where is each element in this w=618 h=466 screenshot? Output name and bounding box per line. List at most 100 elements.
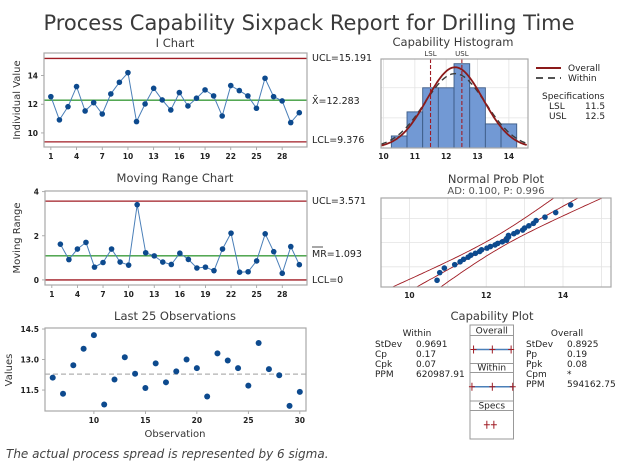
last25-xtick-label: 30 (295, 416, 305, 425)
mr-chart-xtick-label: 28 (277, 290, 287, 299)
spec-lsl-label: LSL (549, 102, 565, 112)
mr-chart-xtick-label: 10 (123, 290, 133, 299)
normprob-lower-band (439, 198, 604, 287)
i-chart: I Chart Individual Value 1 4 7 10 13 16 19 22 25… (12, 36, 372, 161)
mr-chart-point (262, 231, 268, 237)
histogram-title: Capability Histogram (393, 35, 514, 49)
last25-xlabel: Observation (145, 429, 206, 440)
normprob-point (542, 214, 548, 220)
mr-chart-point (211, 267, 217, 274)
last25-point (101, 401, 108, 408)
mr-chart-point (168, 261, 175, 268)
last25-point (286, 402, 293, 409)
mr-chart-point (194, 265, 200, 271)
i-chart-point (167, 107, 174, 113)
i-chart-point (236, 87, 243, 94)
last25-point (276, 372, 283, 379)
normprob-frame (380, 197, 612, 288)
histogram-bar (469, 87, 486, 149)
i-chart-point (219, 113, 225, 119)
i-chart-xtick-label: 1 (48, 152, 53, 161)
i-chart-point (270, 93, 277, 100)
i-chart-point (48, 93, 54, 100)
last25-ytick-label: 13.0 (20, 356, 39, 365)
normprob-title: Normal Prob Plot (448, 172, 545, 186)
histogram-legend: Overall Within Specifications LSL 11.5 U… (536, 64, 605, 122)
i-chart-point (150, 85, 157, 92)
i-chart-ylabel: Individual Value (12, 60, 23, 139)
i-chart-point (56, 117, 63, 123)
lsl-label: LSL (424, 50, 436, 58)
overall-curve (380, 66, 527, 147)
mr-chart-xtick-label: 1 (49, 290, 54, 299)
i-chart-series-line (50, 71, 300, 124)
overall-stat-label: Pp (526, 350, 537, 360)
mr-chart-point (287, 243, 294, 250)
last25-point (224, 357, 231, 364)
mr-chart-point (219, 246, 226, 252)
normprob-point (526, 223, 532, 229)
mr-chart-ucl-label: UCL=3.571 (312, 196, 366, 207)
normprob-xtick-label: 10 (404, 291, 414, 300)
mr-chart-point (228, 230, 234, 236)
mr-chart-point (125, 262, 132, 268)
mr-chart-point (134, 201, 140, 208)
within-stats-heading: Within (403, 329, 432, 339)
mr-chart-ytick-label: 2 (34, 232, 39, 241)
mr-chart-point (91, 264, 98, 270)
mr-chart-point (83, 239, 89, 246)
last25-point (255, 340, 262, 347)
mr-chart-point (245, 268, 251, 275)
i-chart-point (227, 82, 234, 89)
usl-label: USL (455, 50, 469, 58)
i-chart-point (125, 69, 131, 76)
spec-usl-label: USL (549, 112, 566, 122)
last25-point (70, 362, 77, 369)
last25-point (162, 379, 169, 386)
normprob-point (436, 269, 443, 276)
capplot-title: Capability Plot (451, 309, 534, 323)
i-chart-xtick-label: 22 (226, 152, 236, 161)
normprob-point (441, 265, 448, 271)
mr-chart-point (279, 270, 286, 277)
mr-chart-point (142, 249, 149, 256)
normprob-point (451, 261, 458, 268)
i-chart-ytick-label: 14 (28, 72, 38, 81)
normprob-xtick-label: 14 (558, 291, 568, 300)
i-chart-point (159, 97, 166, 103)
histogram-xtick-label: 14 (504, 152, 514, 161)
normprob-subtitle: AD: 0.100, P: 0.996 (447, 186, 544, 197)
normprob-point (494, 240, 501, 247)
last25-point (121, 354, 128, 361)
i-chart-point (210, 93, 217, 99)
within-stat-label: Cp (375, 350, 387, 360)
mr-chart-point (57, 241, 64, 247)
mr-chart-point (253, 258, 260, 264)
histogram-bar (453, 63, 471, 149)
overall-stat-value: * (567, 370, 572, 380)
mr-chart-point (100, 259, 106, 266)
last25-frame (44, 327, 307, 412)
i-chart-point (185, 103, 191, 109)
mr-chart-series-line (59, 204, 300, 275)
last25-xtick-label: 25 (243, 416, 253, 425)
i-chart-point (296, 109, 303, 116)
mr-chart-point (74, 246, 81, 252)
last25-point (193, 365, 200, 372)
overall-stat-label: Ppk (526, 360, 543, 370)
within-stat-value: 0.07 (416, 360, 436, 370)
last25-point (204, 393, 211, 400)
last25-point (142, 385, 149, 392)
normprob-upper-band (391, 198, 555, 287)
overall-stat-value: 594162.75 (567, 380, 616, 390)
normprob-point (567, 202, 574, 208)
within-stat-label: Cpk (375, 360, 393, 370)
last25-xtick-label: 20 (192, 416, 202, 425)
legend-overall-label: Overall (568, 64, 600, 74)
last25-xtick-label: 15 (140, 416, 150, 425)
i-chart-point (116, 79, 123, 86)
i-chart-point (65, 103, 71, 110)
i-chart-xtick-label: 10 (123, 152, 133, 161)
mr-chart-center-label: MR=1.093 (312, 249, 362, 260)
